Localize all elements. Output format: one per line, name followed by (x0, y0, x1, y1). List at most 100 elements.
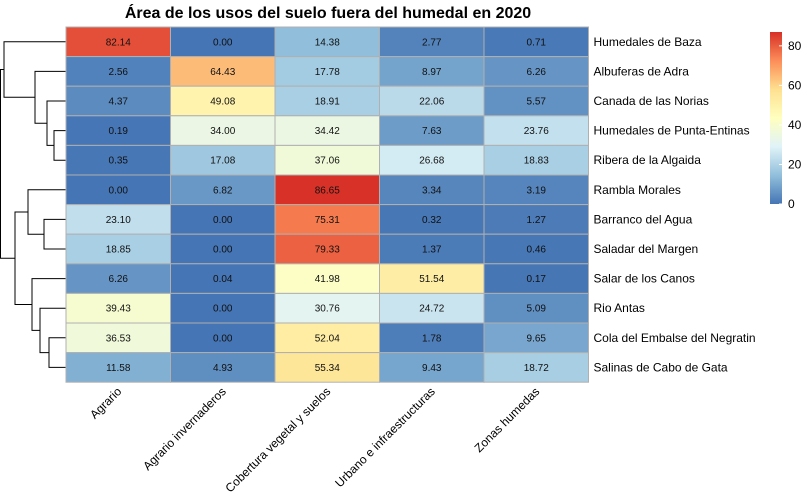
heatmap-cell (274, 322, 380, 354)
cell-value-label: 75.31 (315, 215, 340, 226)
heatmap-cell (274, 352, 380, 383)
heatmap-cell (170, 322, 276, 354)
heatmap-cell (483, 174, 589, 206)
cell-value-label: 0.46 (527, 245, 547, 256)
legend-tick-label: 20 (788, 157, 802, 171)
cell-value-label: 0.00 (213, 37, 233, 48)
column-label-urbano-e-infraestructuras: Urbano e infraestructuras (332, 384, 438, 490)
row-label-humedales-de-punta-entinas: Humedales de Punta-Entinas (594, 124, 750, 138)
heatmap-cell (483, 85, 589, 117)
cell-value-label: 64.43 (210, 67, 235, 78)
heatmap-cell (170, 233, 276, 265)
cell-value-label: 41.98 (315, 274, 340, 285)
row-label-cola-del-embalse-del-negratin: Cola del Embalse del Negratin (594, 331, 756, 345)
row-label-barranco-del-agua: Barranco del Agua (594, 212, 693, 226)
heatmap-cell (274, 115, 380, 146)
cell-value-label: 9.43 (422, 363, 442, 374)
cell-value-label: 1.37 (422, 245, 442, 256)
cell-value-label: 0.00 (213, 215, 233, 226)
color-legend: 0 20 40 60 80 (770, 32, 802, 211)
cell-value-label: 26.68 (419, 156, 444, 167)
cell-value-label: 0.71 (527, 37, 547, 48)
cell-value-label: 18.72 (524, 363, 549, 374)
heatmap-cell (65, 233, 171, 265)
cell-value-label: 18.91 (315, 97, 340, 108)
cell-value-label: 11.58 (106, 363, 131, 374)
cell-value-label: 22.06 (419, 97, 444, 108)
cell-value-label: 86.65 (315, 185, 340, 196)
column-label-zonas-humedas: Zonas humedas (472, 384, 543, 455)
cell-value-label: 82.14 (106, 37, 131, 48)
heatmap-cell (274, 174, 380, 206)
column-label-agrario-invernaderos: Agrario invernaderos (140, 384, 229, 473)
cell-value-label: 0.00 (109, 185, 129, 196)
legend-tick-label: 40 (788, 118, 802, 132)
cell-value-label: 34.42 (315, 126, 340, 137)
cell-value-label: 79.33 (315, 245, 340, 256)
heatmap-cells: 82.14 0.00 14.38 2.77 0.71 2.56 64.43 17.78 8.97… (65, 26, 589, 383)
cell-value-label: 0.00 (213, 333, 233, 344)
heatmap-cell (379, 85, 485, 117)
row-label-rio-antas: Rio Antas (594, 301, 645, 315)
dendrogram-branch (34, 70, 66, 124)
cell-value-label: 23.76 (524, 126, 549, 137)
heatmap-cell (379, 174, 485, 206)
cell-value-label: 0.17 (527, 274, 547, 285)
cell-value-label: 49.08 (210, 97, 235, 108)
cell-value-label: 18.83 (524, 156, 549, 167)
dendrogram-branch (27, 189, 66, 235)
heatmap-cell (65, 204, 171, 235)
cell-value-label: 3.19 (527, 185, 547, 196)
cell-value-label: 2.77 (422, 37, 442, 48)
cell-value-label: 0.00 (213, 245, 233, 256)
cell-value-label: 0.35 (109, 156, 129, 167)
heatmap-cell (379, 115, 485, 146)
heatmap-cell (483, 26, 589, 58)
row-label-salar-de-los-canos: Salar de los Canos (594, 272, 695, 286)
cell-value-label: 14.38 (315, 37, 340, 48)
cell-value-label: 3.34 (422, 185, 442, 196)
cell-value-label: 34.00 (210, 126, 235, 137)
heatmap-cell (379, 144, 485, 176)
heatmap-cell (274, 204, 380, 235)
chart-title: Área de los usos del suelo fuera del hum… (125, 3, 531, 22)
heatmap-cell (483, 144, 589, 176)
dendrogram-branch (0, 69, 15, 259)
heatmap-cell (65, 56, 171, 87)
cell-value-label: 52.04 (315, 333, 340, 344)
cell-value-label: 17.08 (210, 156, 235, 167)
heatmap-cell (483, 352, 589, 383)
cell-value-label: 23.10 (106, 215, 131, 226)
heatmap-cell (274, 292, 380, 324)
row-label-humedales-de-baza: Humedales de Baza (594, 35, 702, 49)
heatmap-cell (65, 322, 171, 354)
cell-value-label: 36.53 (106, 333, 131, 344)
dendrogram-branch (43, 218, 66, 250)
row-label-salinas-de-cabo-de-gata: Salinas de Cabo de Gata (594, 360, 728, 374)
heatmap-cell (483, 292, 589, 324)
heatmap-cell (170, 174, 276, 206)
legend-ticks: 0 20 40 60 80 (779, 39, 802, 211)
dendrogram-branch (31, 278, 66, 331)
column-label-agrario: Agrario (87, 384, 124, 421)
heatmap-cell (65, 85, 171, 117)
cell-value-label: 18.85 (106, 245, 131, 256)
cell-value-label: 8.97 (422, 67, 442, 78)
cell-value-label: 6.82 (213, 185, 233, 196)
cell-value-label: 5.09 (527, 304, 547, 315)
column-label-cobertura-vegetal-y-suelos: Cobertura vegetal y suelos (223, 384, 334, 495)
row-dendrogram (0, 41, 66, 368)
row-label-rambla-morales: Rambla Morales (594, 183, 681, 197)
heatmap-cell (379, 204, 485, 235)
legend-tick-label: 0 (788, 197, 795, 211)
cell-value-label: 51.54 (419, 274, 444, 285)
heatmap-cell (483, 56, 589, 87)
cell-value-label: 0.32 (422, 215, 442, 226)
legend-colorbar (770, 32, 782, 204)
cell-value-label: 24.72 (419, 304, 444, 315)
heatmap-cell (65, 174, 171, 206)
heatmap-cell (274, 85, 380, 117)
heatmap-cell (274, 233, 380, 265)
dendrogram-branch (53, 130, 66, 161)
